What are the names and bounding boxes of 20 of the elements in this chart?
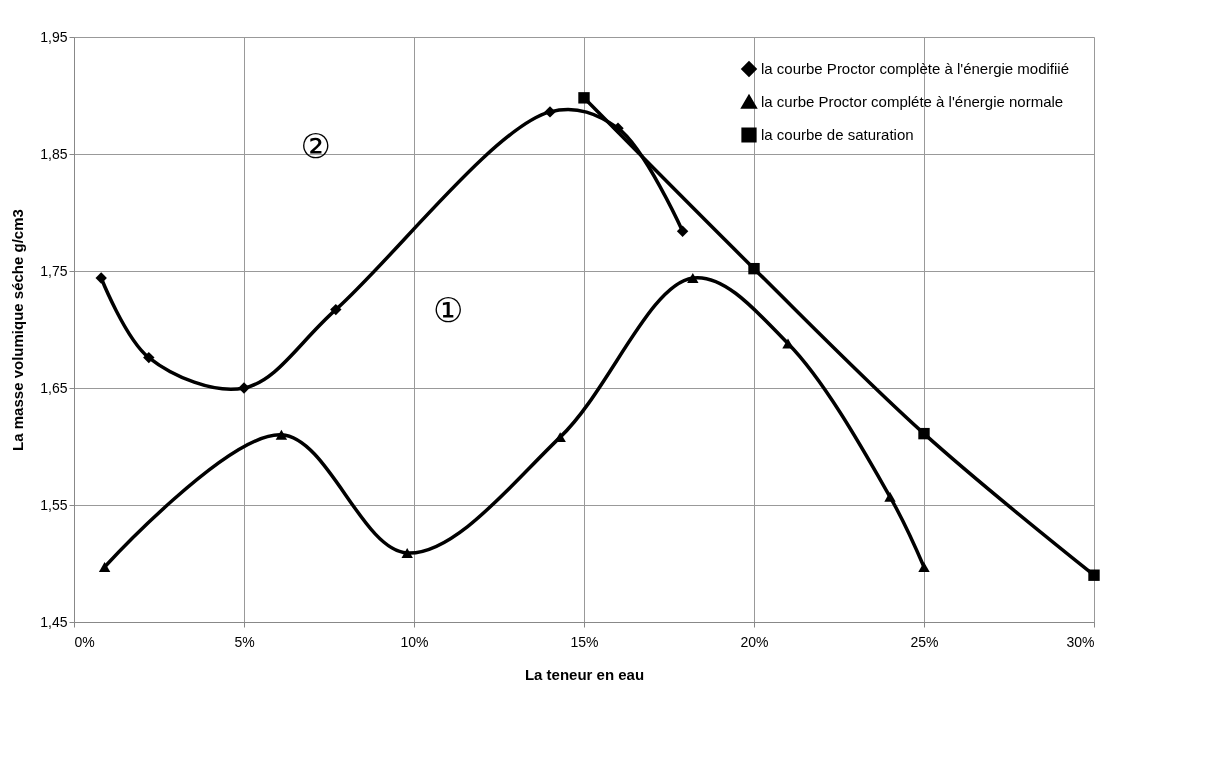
y-tick-label: 1,75 xyxy=(40,262,68,279)
x-tick-label: 0% xyxy=(74,633,95,650)
x-tick-label: 10% xyxy=(400,633,429,650)
x-tick-label: 25% xyxy=(910,633,939,650)
y-tick-label: 1,85 xyxy=(40,145,68,162)
y-tick-label: 1,55 xyxy=(40,496,68,513)
y-tick-label: 1,95 xyxy=(40,28,68,45)
x-tick-label: 20% xyxy=(740,633,769,650)
x-axis-title: La teneur en eau xyxy=(524,665,645,683)
x-tick-label: 30% xyxy=(1066,633,1095,650)
x-tick-label: 5% xyxy=(234,633,255,650)
annotation: ② xyxy=(300,126,331,167)
legend-label: la courbe Proctor complète à l'énergie modifiié xyxy=(761,60,1070,77)
legend-label: la courbe de saturation xyxy=(761,126,914,143)
y-tick-label: 1,45 xyxy=(40,613,68,630)
y-tick-label: 1,65 xyxy=(40,379,68,396)
y-axis-title: La masse volumique séche g/cm3 xyxy=(9,209,27,451)
legend-label: la curbe Proctor compléte à l'énergie normale xyxy=(761,93,1064,110)
annotation: ① xyxy=(433,289,464,330)
x-tick-label: 15% xyxy=(570,633,599,650)
